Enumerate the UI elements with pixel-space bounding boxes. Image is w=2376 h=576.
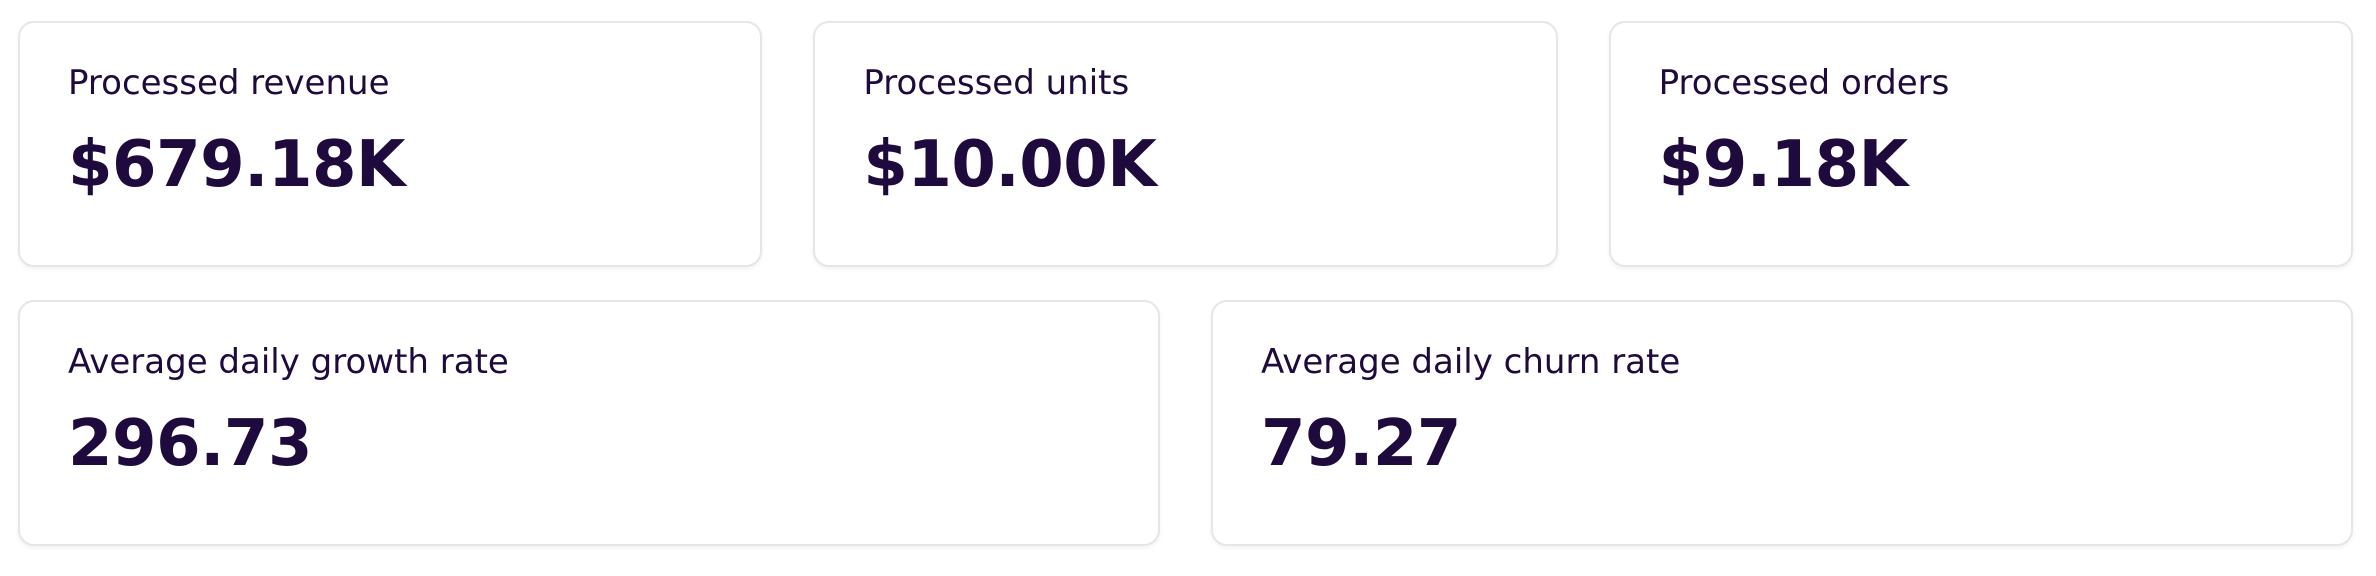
stat-label: Average daily growth rate xyxy=(68,342,509,382)
stat-label: Average daily churn rate xyxy=(1261,342,1681,382)
stat-value: $679.18K xyxy=(68,128,406,202)
stat-value: 296.73 xyxy=(68,407,312,481)
stat-label: Processed units xyxy=(863,63,1130,103)
stat-card: Processed revenue $679.18K xyxy=(18,21,763,267)
stat-value: $9.18K xyxy=(1658,128,1909,202)
stat-card: Processed units $10.00K xyxy=(813,21,1558,267)
stat-card: Average daily growth rate 296.73 xyxy=(18,300,1160,546)
stat-label: Processed orders xyxy=(1658,63,1950,103)
card-row: Processed revenue $679.18K Processed units… xyxy=(18,21,2353,267)
stat-card: Processed orders $9.18K xyxy=(1608,21,2353,267)
stat-label: Processed revenue xyxy=(68,63,390,103)
stat-value: 79.27 xyxy=(1261,407,1461,481)
stat-value: $10.00K xyxy=(863,128,1157,202)
card-row: Average daily growth rate 296.73 Average d… xyxy=(18,300,2353,546)
stat-card: Average daily churn rate 79.27 xyxy=(1211,300,2353,546)
